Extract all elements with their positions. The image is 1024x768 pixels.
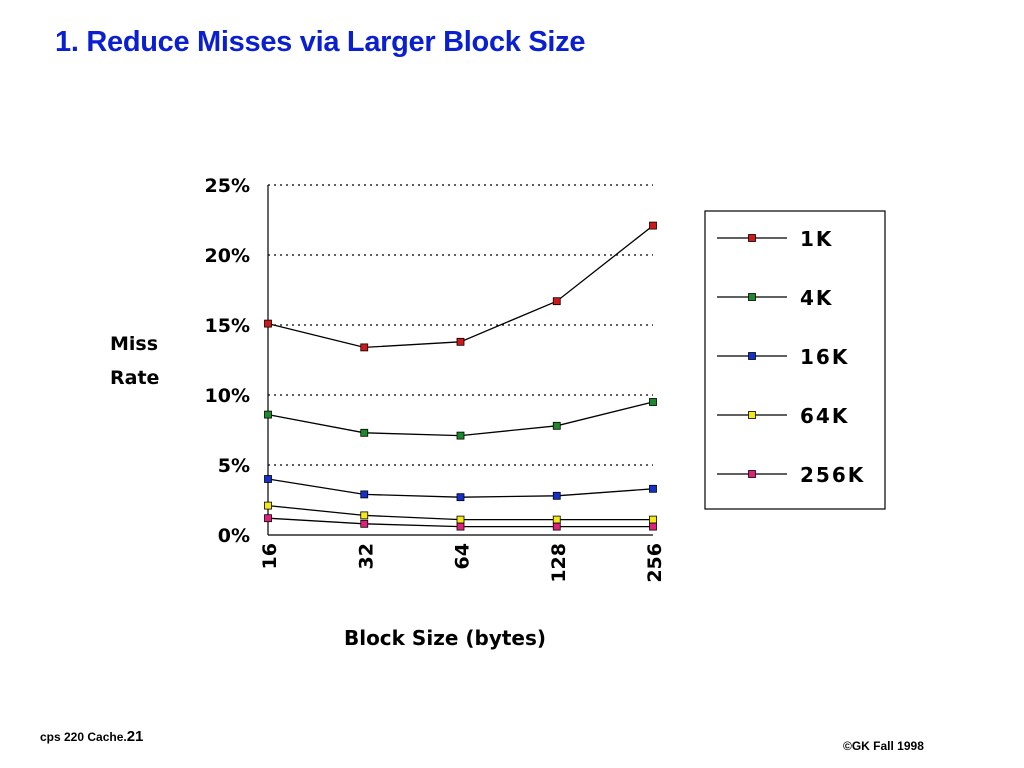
legend-label: 256K [800, 463, 865, 487]
y-tick-label: 25% [205, 175, 250, 197]
y-tick-label: 0% [218, 525, 250, 547]
legend-label: 64K [800, 404, 849, 428]
data-point-64K [360, 511, 369, 520]
data-point-16K [649, 484, 657, 493]
data-point-1K [552, 297, 561, 306]
legend-marker-256K [748, 470, 756, 478]
data-point-16K [264, 475, 272, 483]
data-point-1K [264, 319, 272, 328]
y-tick-label: 10% [205, 385, 250, 407]
legend-marker-64K [748, 411, 756, 419]
data-point-256K [649, 522, 657, 531]
legend-marker-4K [748, 293, 756, 301]
series-line-4K [267, 401, 654, 437]
y-axis-label-line1: Miss [110, 333, 158, 355]
x-tick-label: 16 [259, 543, 281, 569]
data-point-4K [552, 421, 561, 430]
y-tick-label: 15% [205, 315, 250, 337]
series-line-1K [267, 225, 654, 349]
footer-course-label: cps 220 Cache.21 [40, 728, 143, 745]
data-point-1K [360, 343, 369, 352]
x-tick-label: 128 [548, 543, 570, 583]
footer-copyright: ©GK Fall 1998 [843, 739, 924, 753]
x-axis-label: Block Size (bytes) [344, 626, 546, 650]
data-point-64K [456, 515, 465, 524]
data-point-256K [264, 514, 272, 523]
y-tick-labels: 0% 5% 10% 15% 20% 25% [205, 175, 250, 547]
data-point-256K [552, 522, 561, 531]
grid-lines [268, 184, 653, 466]
data-point-4K [264, 410, 272, 419]
slide-title: 1. Reduce Misses via Larger Block Size [55, 26, 586, 58]
data-point-256K [456, 522, 465, 531]
data-point-64K [264, 501, 272, 510]
x-tick-label: 256 [644, 543, 666, 583]
x-tick-label: 32 [355, 543, 377, 569]
y-tick-label: 20% [205, 245, 250, 267]
series-lines [264, 221, 657, 531]
legend-marker-1K [748, 234, 756, 242]
legend-label: 4K [800, 286, 833, 310]
data-point-64K [552, 515, 561, 524]
page-number: 21 [126, 728, 144, 745]
data-point-1K [456, 337, 465, 346]
y-tick-label: 5% [218, 455, 250, 477]
data-point-4K [456, 431, 465, 440]
x-tick-labels: 16 32 64 128 256 [259, 543, 666, 583]
data-point-16K [552, 491, 561, 500]
footer-course-text: cps 220 Cache. [40, 730, 127, 744]
legend-box [704, 210, 886, 510]
y-axis-label-line2: Rate [110, 367, 159, 389]
data-point-4K [360, 428, 369, 437]
data-point-16K [360, 490, 369, 499]
data-point-16K [456, 493, 465, 502]
data-point-4K [649, 398, 657, 406]
data-point-1K [649, 221, 657, 230]
legend-label: 1K [800, 227, 833, 251]
legend: 1K 4K 16K 64K 256K [717, 227, 865, 487]
legend-label: 16K [800, 345, 849, 369]
legend-marker-16K [748, 352, 756, 360]
data-point-64K [649, 515, 657, 524]
data-point-256K [360, 519, 369, 528]
x-tick-label: 64 [452, 543, 474, 569]
